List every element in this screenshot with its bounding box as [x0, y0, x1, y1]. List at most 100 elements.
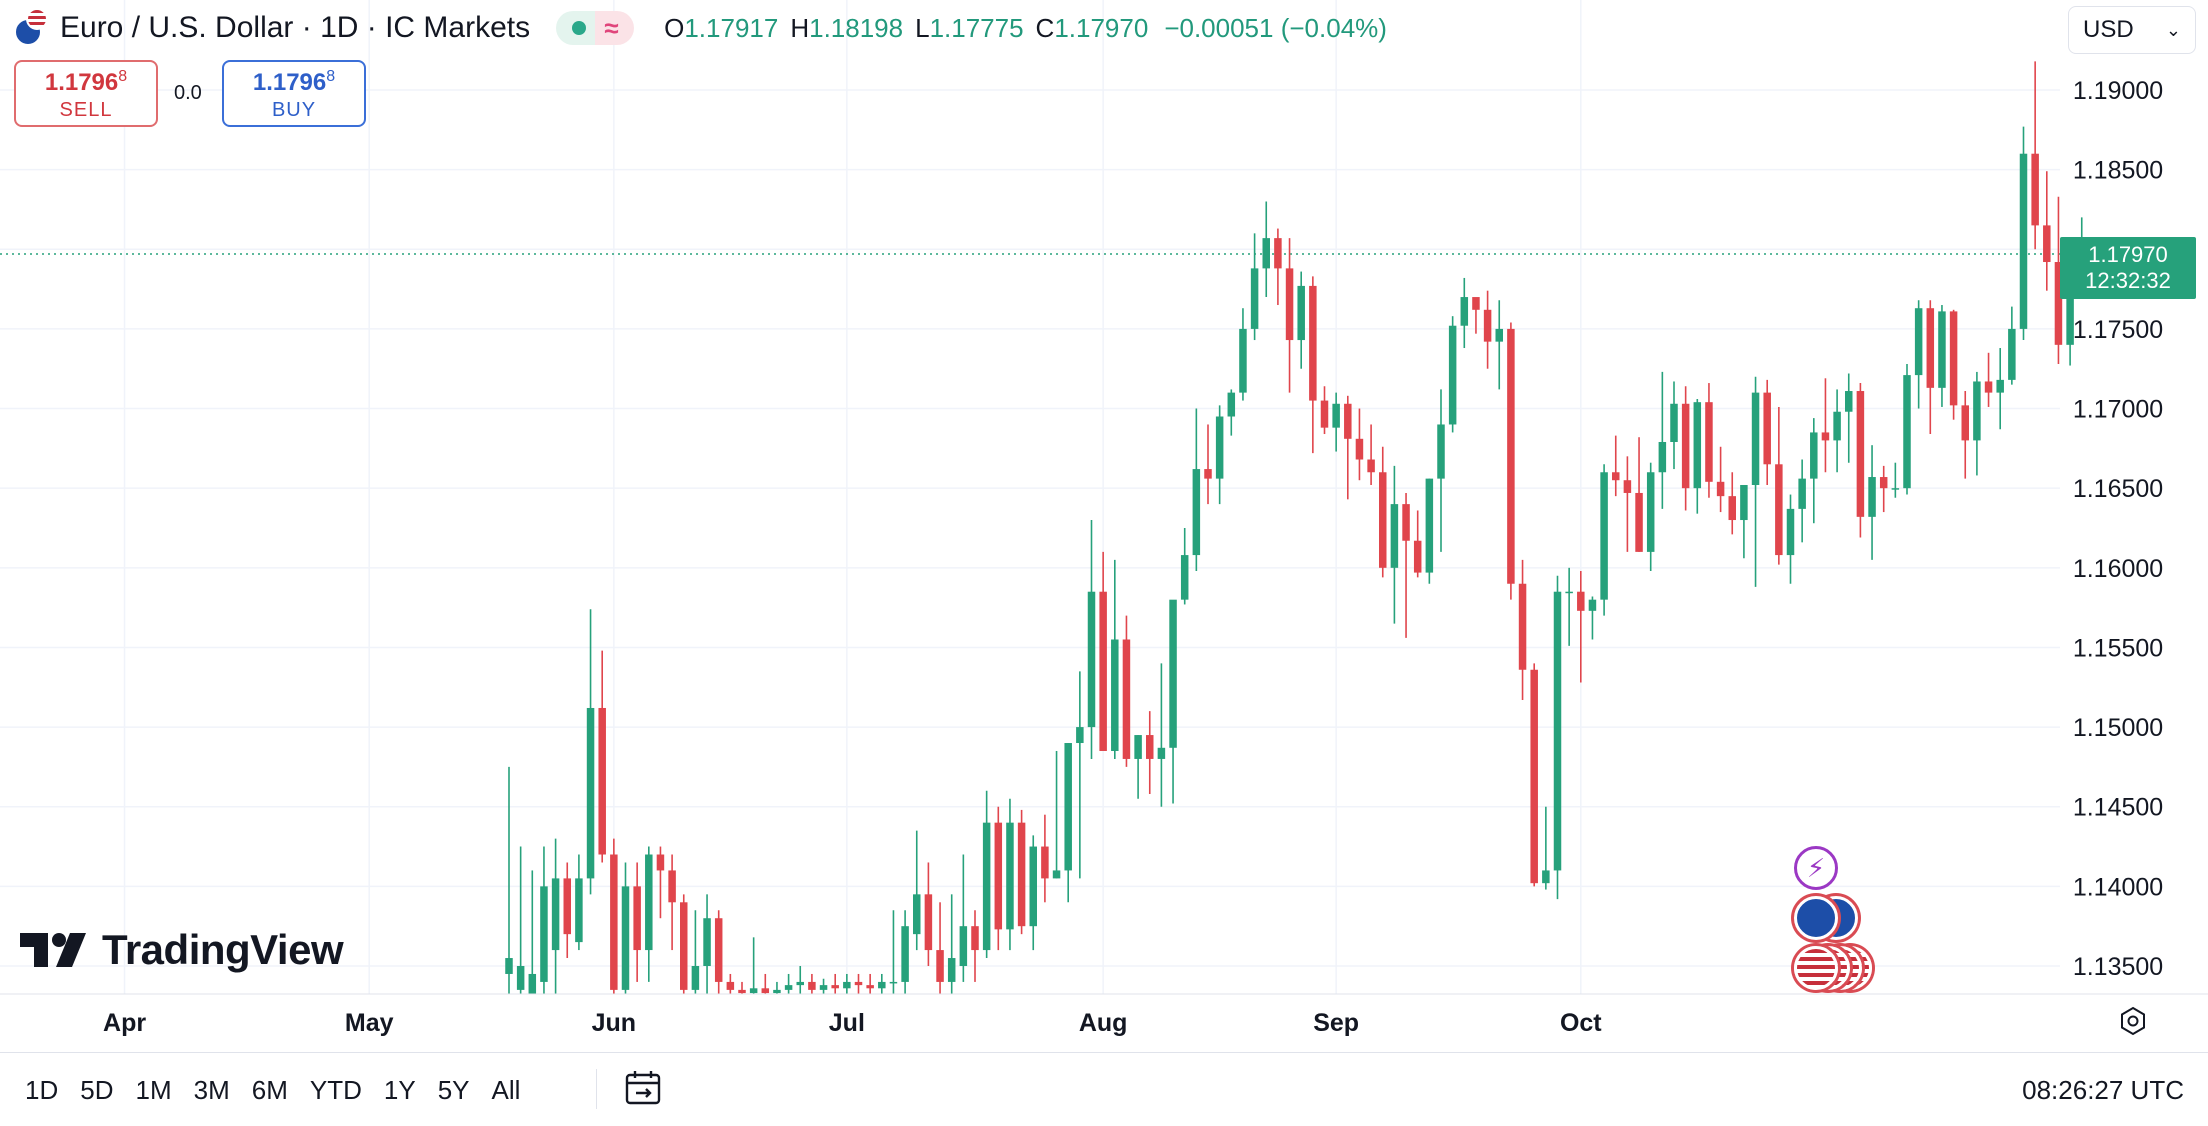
candle [1076, 671, 1084, 879]
candle [610, 838, 618, 994]
range-button-3m[interactable]: 3M [193, 1075, 230, 1105]
price-tick-label: 1.19000 [2073, 77, 2163, 105]
candle [2019, 126, 2028, 341]
price-chart[interactable]: 1.190001.185001.180001.175001.170001.165… [0, 0, 2208, 1052]
price-tick-label: 1.13500 [2073, 953, 2163, 981]
buy-label: BUY [271, 99, 317, 121]
market-status-pill[interactable]: ≈ [556, 11, 635, 45]
eu-flag-event-icon[interactable] [1794, 896, 1838, 940]
candle [1239, 308, 1247, 401]
candle [1810, 418, 1818, 524]
candle [551, 838, 560, 994]
sell-price-pip: 8 [118, 68, 128, 85]
candle [1763, 379, 1771, 485]
candle [959, 854, 968, 982]
candle [1122, 615, 1131, 767]
candle [1786, 494, 1795, 584]
candle [808, 973, 816, 994]
candle [1984, 352, 1993, 407]
candle [773, 981, 781, 994]
eu-us-flag-icon [12, 8, 52, 48]
candle [1006, 798, 1014, 951]
candle [1903, 363, 1911, 495]
tradingview-logo[interactable]: TradingView [20, 926, 344, 974]
candle [1250, 233, 1259, 341]
range-button-6m[interactable]: 6M [251, 1075, 288, 1105]
candle [703, 894, 711, 994]
buy-button[interactable]: 1.17968 BUY [222, 60, 366, 127]
flash-event-icon[interactable]: ⚡ [1794, 846, 1838, 890]
chevron-down-icon: ⌄ [2165, 19, 2181, 40]
candle [516, 846, 525, 994]
high-value: 1.18198 [809, 12, 904, 43]
bottom-toolbar: 1D 5D 1M 3M 6M YTD 1Y 5Y All 08:26:27 UTC [0, 1052, 2208, 1126]
candle [1483, 290, 1492, 369]
candle [1623, 456, 1632, 552]
candle [505, 766, 513, 994]
candle [1751, 376, 1760, 587]
candle [528, 870, 537, 994]
candle [2008, 306, 2016, 385]
candle [1530, 663, 1538, 887]
candles [505, 61, 2086, 994]
candle [878, 973, 886, 994]
calendar-goto-icon[interactable] [622, 1067, 664, 1109]
chart-grid [0, 0, 2060, 994]
candle [784, 973, 793, 994]
candle [982, 790, 991, 959]
price-tick-label: 1.18500 [2073, 157, 2163, 185]
range-button-5y[interactable]: 5Y [437, 1075, 470, 1105]
month-tick-label: Jun [592, 1009, 636, 1037]
candle [1099, 551, 1107, 751]
candle [761, 973, 770, 994]
sell-button[interactable]: 1.17968 SELL [14, 60, 158, 127]
candle [1938, 305, 1946, 407]
candle [1460, 277, 1469, 349]
open-value: 1.17917 [684, 12, 779, 43]
sell-price: 1.1796 [44, 69, 119, 96]
tradingview-mark-icon [20, 933, 86, 967]
candle [656, 846, 665, 919]
candle [1367, 424, 1375, 485]
candle [1588, 596, 1597, 640]
candle [714, 910, 723, 994]
settings-gear-icon[interactable] [2118, 1006, 2148, 1036]
candle [1180, 528, 1189, 605]
candle [796, 966, 804, 994]
candle [680, 894, 688, 994]
tradingview-logo-text: TradingView [102, 926, 344, 973]
range-button-5d[interactable]: 5D [80, 1075, 114, 1105]
candle [575, 854, 583, 951]
candle [2043, 171, 2051, 291]
range-button-ytd[interactable]: YTD [309, 1075, 362, 1105]
candle [621, 862, 630, 994]
price-tick-label: 1.14000 [2073, 873, 2163, 901]
candle [1087, 520, 1096, 759]
currency-select[interactable]: USD ⌄ [2068, 6, 2196, 54]
utc-clock[interactable]: 08:26:27 UTC [2022, 1075, 2184, 1105]
range-button-1m[interactable]: 1M [135, 1075, 172, 1105]
symbol-title[interactable]: Euro / U.S. Dollar · 1D · IC Markets [60, 11, 531, 44]
candle [1134, 735, 1142, 799]
candle [1355, 408, 1364, 481]
candle [1192, 408, 1201, 572]
close-label: C [1035, 12, 1055, 43]
candle [1052, 750, 1061, 879]
candle [1518, 559, 1527, 701]
price-tick-label: 1.14500 [2073, 794, 2163, 822]
range-button-1d[interactable]: 1D [25, 1075, 59, 1105]
candle [1344, 395, 1352, 500]
candle [1577, 571, 1585, 683]
candle [1029, 835, 1037, 951]
us-flag-event-icon[interactable] [1794, 946, 1838, 990]
range-button-1y[interactable]: 1Y [383, 1075, 416, 1105]
candle [1413, 510, 1422, 578]
candle [994, 806, 1003, 951]
candle [1402, 492, 1410, 638]
candle [1658, 371, 1667, 509]
price-tick-label: 1.16000 [2073, 555, 2163, 583]
candle [1565, 567, 1573, 646]
candle [971, 910, 979, 982]
range-button-all[interactable]: All [491, 1075, 521, 1105]
events-markers: ⚡ [1792, 846, 1892, 990]
